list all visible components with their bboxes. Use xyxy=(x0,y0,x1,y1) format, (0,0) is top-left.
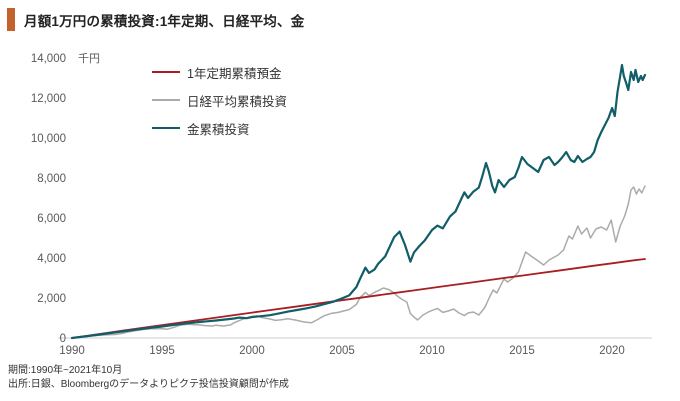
deposit-line-swatch xyxy=(152,70,180,74)
y-tick-label: 12,000 xyxy=(31,93,66,105)
legend-label-gold: 金累積投資 xyxy=(187,122,250,137)
y-tick-label: 8,000 xyxy=(37,173,66,185)
x-tick-label: 1995 xyxy=(149,345,175,357)
legend-item-gold: 金累積投資 xyxy=(152,114,287,142)
legend-item-nikkei: 日経平均累積投資 xyxy=(152,86,287,114)
legend-label-nikkei: 日経平均累積投資 xyxy=(187,94,288,109)
chart-header: 月額1万円の累積投資:1年定期、日経平均、金 xyxy=(7,8,304,31)
y-axis-unit-label: 千円 xyxy=(78,52,100,65)
x-tick-label: 2020 xyxy=(599,345,625,357)
y-tick-label: 0 xyxy=(60,333,66,345)
y-tick-label: 2,000 xyxy=(37,293,66,305)
period-note: 期間:1990年~2021年10月 xyxy=(8,365,123,376)
line-gold xyxy=(70,63,647,340)
chart-title: 月額1万円の累積投資:1年定期、日経平均、金 xyxy=(24,13,305,29)
y-tick-label: 4,000 xyxy=(37,253,66,265)
legend-item-deposit: 1年定期累積預金 xyxy=(152,58,287,86)
y-tick-label: 10,000 xyxy=(31,133,66,145)
legend-label-deposit: 1年定期累積預金 xyxy=(187,66,282,81)
y-tick-label: 14,000 xyxy=(31,53,66,65)
y-tick-label: 6,000 xyxy=(37,213,66,225)
x-tick-label: 2005 xyxy=(329,345,355,357)
x-tick-label: 2000 xyxy=(239,345,265,357)
chart-footnotes: 期間:1990年~2021年10月 出所:日銀、Bloombergのデータよりピ… xyxy=(8,364,289,391)
nikkei-line-swatch xyxy=(152,98,180,102)
gold-line-swatch xyxy=(152,126,180,130)
chart-legend: 1年定期累積預金 日経平均累積投資 金累積投資 xyxy=(152,58,287,142)
title-accent-bar xyxy=(7,8,15,31)
x-tick-label: 2010 xyxy=(419,345,445,357)
source-note: 出所:日銀、Bloombergのデータよりピクテ投信投資顧問が作成 xyxy=(8,378,289,390)
line-nikkei xyxy=(71,185,646,339)
x-tick-label: 2015 xyxy=(509,345,535,357)
line-deposit xyxy=(71,258,646,339)
x-tick-label: 1990 xyxy=(59,345,85,357)
